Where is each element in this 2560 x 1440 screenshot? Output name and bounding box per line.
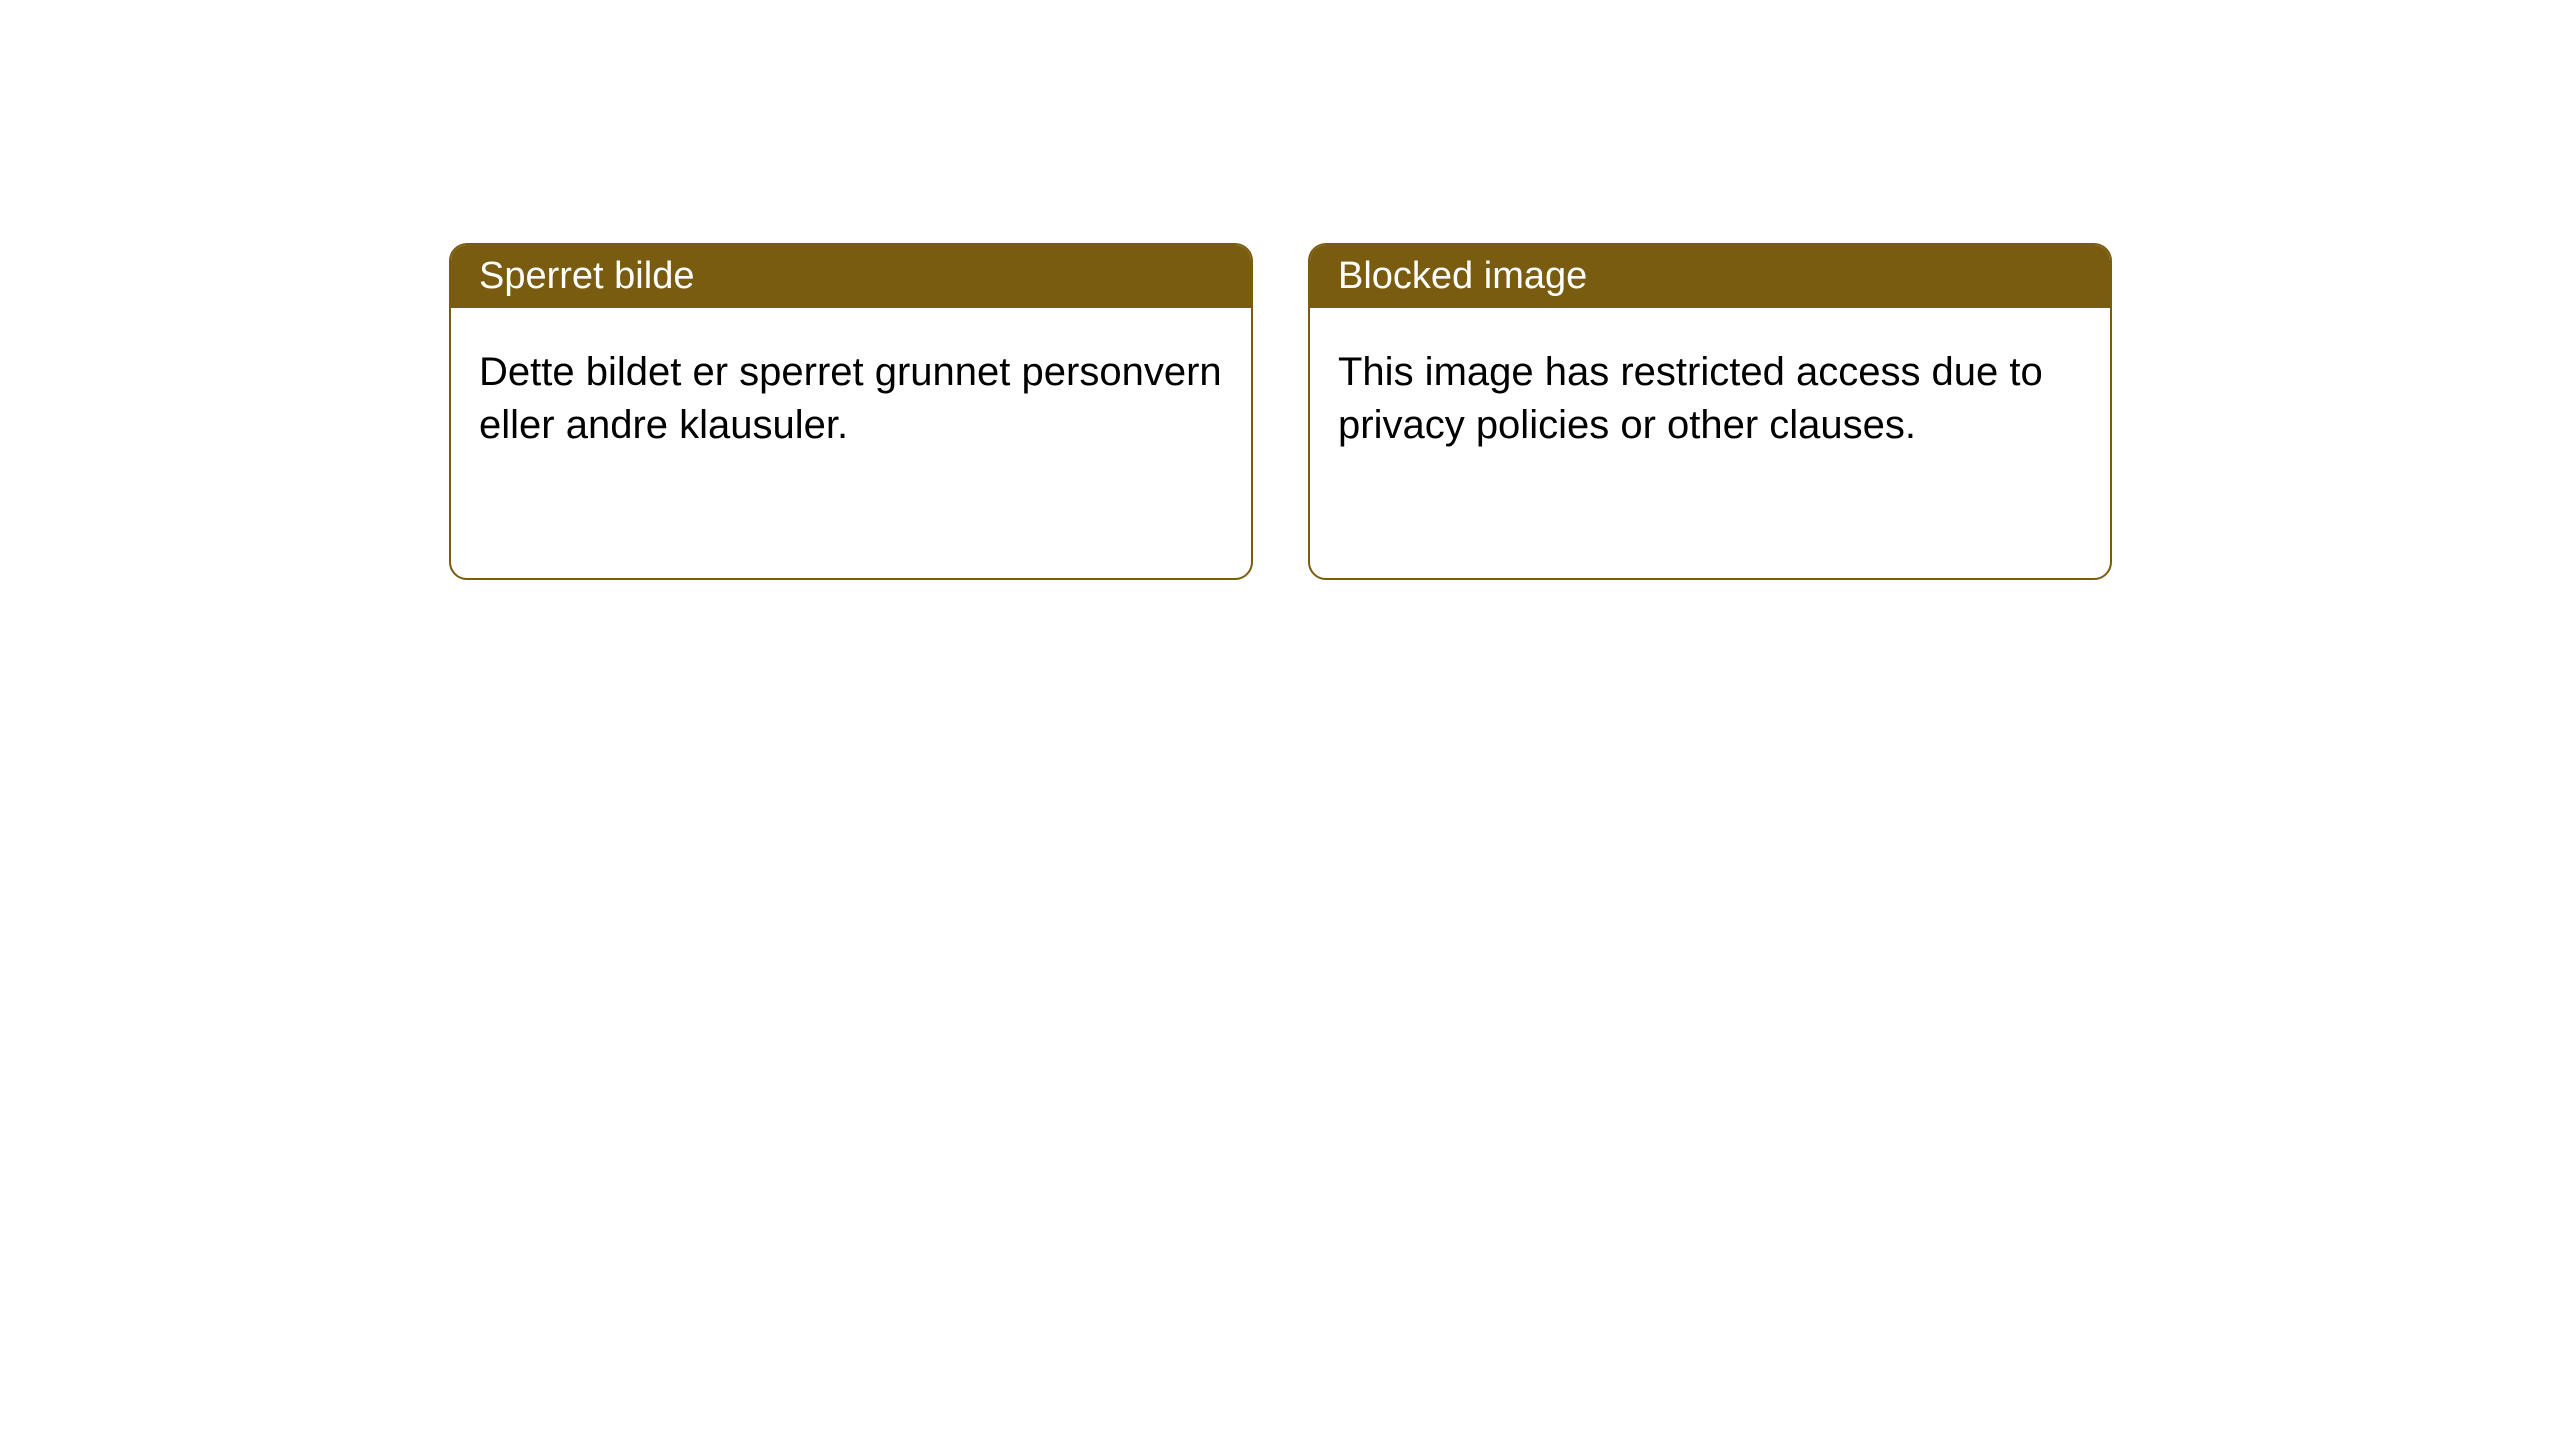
notice-card-en: Blocked image This image has restricted … [1308,243,2112,580]
notice-container: Sperret bilde Dette bildet er sperret gr… [449,243,2112,580]
notice-card-text: Dette bildet er sperret grunnet personve… [479,346,1223,452]
notice-card-title: Blocked image [1310,245,2110,308]
notice-card-body: This image has restricted access due to … [1310,308,2110,578]
notice-card-text: This image has restricted access due to … [1338,346,2082,452]
notice-card-no: Sperret bilde Dette bildet er sperret gr… [449,243,1253,580]
notice-card-title: Sperret bilde [451,245,1251,308]
notice-card-body: Dette bildet er sperret grunnet personve… [451,308,1251,578]
